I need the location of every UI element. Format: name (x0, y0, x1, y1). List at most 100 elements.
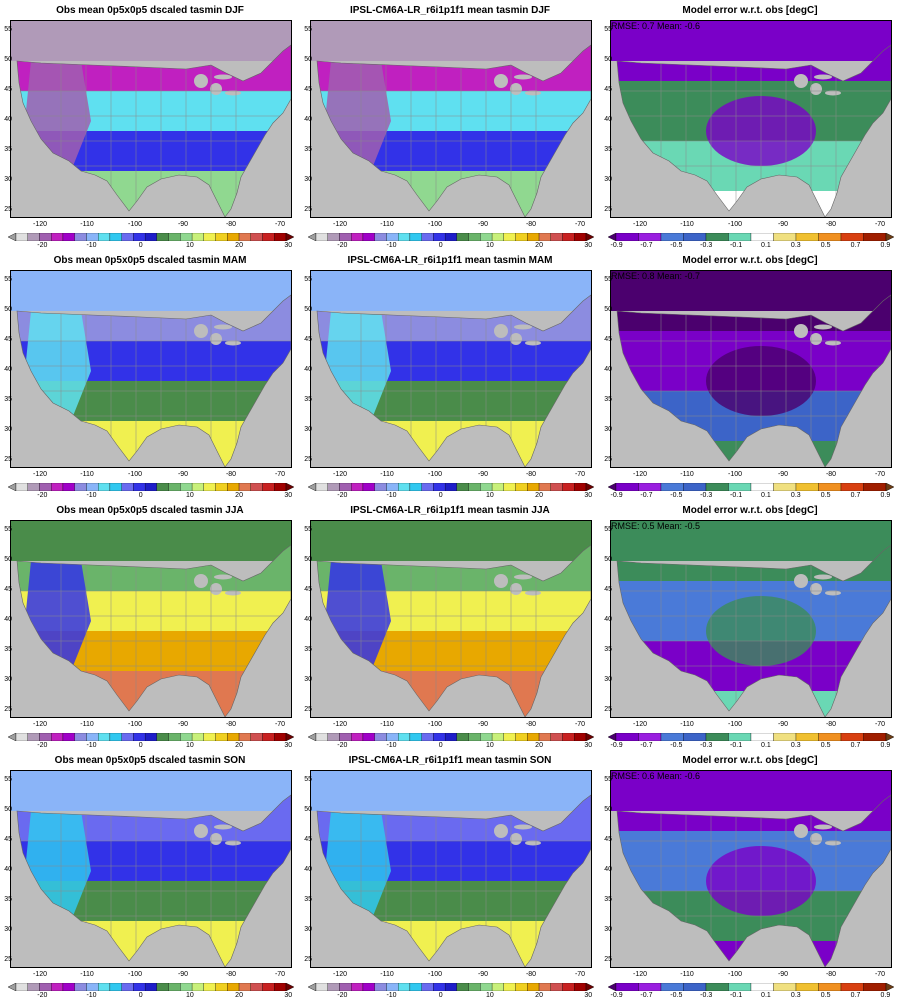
great-lake (494, 324, 508, 338)
latitude-tick: 25 (604, 956, 612, 963)
canada-field (311, 771, 591, 811)
map-area (610, 20, 892, 218)
latitude-tick: 40 (604, 116, 612, 123)
latitude-tick: 55 (4, 776, 12, 783)
panel-title: Model error w.r.t. obs [degC] (682, 755, 818, 766)
colorbar-label: 30 (284, 492, 293, 499)
map-panel: Obs mean 0p5x0p5 dscaled tasmin SON 55 50 4… (0, 750, 300, 1000)
error-stats: RMSE: 0.7 Mean: -0.6 (611, 21, 701, 31)
colorbar-segment (109, 233, 122, 241)
colorbar-segment (386, 233, 399, 241)
colorbar (608, 233, 894, 241)
colorbar-low-arrow (8, 983, 17, 991)
colorbar-segment (133, 733, 146, 741)
longitude-tick: -120 (632, 471, 647, 478)
longitude-tick: -120 (332, 721, 347, 728)
longitude-tick: -70 (574, 471, 586, 478)
colorbar-label: 0.3 (790, 992, 801, 999)
colorbar-segment (615, 483, 639, 491)
colorbar-svg (308, 483, 594, 491)
colorbar-label: -10 (386, 242, 397, 249)
colorbar-label: -10 (386, 992, 397, 999)
colorbar-label: 0.1 (761, 992, 771, 999)
colorbar (608, 483, 894, 491)
great-lake (794, 74, 808, 88)
map-panel: IPSL-CM6A-LR_r6i1p1f1 mean tasmin JJA 55 5… (300, 500, 600, 750)
latitude-tick: 40 (4, 616, 12, 623)
colorbar-segment (156, 983, 169, 991)
colorbar-label: -0.1 (730, 992, 743, 999)
great-lake (510, 333, 522, 345)
colorbar-segment (750, 483, 774, 491)
canada-band (311, 21, 591, 61)
panel-title: Model error w.r.t. obs [degC] (682, 255, 818, 266)
great-lake (194, 574, 208, 588)
error-stats: RMSE: 0.5 Mean: -0.5 (611, 521, 701, 531)
canada-band (611, 21, 891, 61)
colorbar-segment (773, 983, 797, 991)
great-lake (210, 83, 222, 95)
colorbar-segment (468, 483, 481, 491)
latitude-tick: 50 (304, 306, 312, 313)
colorbar-segment (74, 233, 87, 241)
colorbar-label: 30 (584, 742, 593, 749)
colorbar-segment (109, 983, 122, 991)
latitude-tick: 45 (4, 586, 12, 593)
country-border (16, 294, 291, 467)
colorbar-segment (144, 233, 158, 241)
latitude-tick: 45 (304, 586, 312, 593)
colorbar-segment (180, 483, 193, 491)
colorbar-segment (180, 983, 193, 991)
longitude-tick: -90 (777, 721, 789, 728)
colorbar-segment (39, 983, 52, 991)
map-svg (611, 771, 891, 967)
colorbar-segment (444, 233, 458, 241)
colorbar-label: 0.1 (761, 242, 771, 249)
colorbar-label: 10 (485, 992, 494, 999)
latitude-tick: 55 (304, 26, 312, 33)
colorbar-segment (468, 983, 481, 991)
latitude-tick: 35 (304, 146, 312, 153)
colorbar-segment (795, 483, 819, 491)
colorbar-segment (238, 983, 251, 991)
longitude-tick: -120 (632, 971, 647, 978)
longitude-tick: -100 (727, 471, 742, 478)
colorbar-segment (818, 733, 842, 741)
colorbar-segment (421, 483, 434, 491)
latitude-tick: 45 (304, 86, 312, 93)
colorbar-low-arrow (308, 233, 317, 241)
map-panel: IPSL-CM6A-LR_r6i1p1f1 mean tasmin MAM 55 5… (300, 250, 600, 500)
longitude-tick: -100 (127, 221, 142, 228)
longitude-tick: -80 (825, 471, 837, 478)
longitude-tick: -70 (274, 721, 286, 728)
great-lake (225, 840, 241, 846)
colorbar-low-arrow (308, 983, 317, 991)
colorbar-svg (608, 233, 894, 241)
colorbar-segment (683, 483, 707, 491)
longitude-tick: -90 (177, 471, 189, 478)
colorbar-segment (203, 983, 216, 991)
longitude-tick: -110 (680, 471, 694, 478)
canada-band (611, 521, 891, 561)
country-border (616, 44, 891, 217)
colorbar-segment (638, 233, 662, 241)
canada-field (311, 21, 591, 61)
colorbar-label: 10 (485, 492, 494, 499)
latitude-tick: 40 (304, 616, 312, 623)
panel-title: Obs mean 0p5x0p5 dscaled tasmin DJF (56, 5, 244, 16)
colorbar-label: 0.3 (790, 242, 801, 249)
great-lake (510, 83, 522, 95)
map-panel: Obs mean 0p5x0p5 dscaled tasmin JJA 55 50 4… (0, 500, 300, 750)
colorbar-label: -0.3 (700, 492, 713, 499)
latitude-tick: 50 (304, 56, 312, 63)
colorbar-segment (121, 233, 134, 241)
colorbar-label: 20 (235, 492, 243, 499)
colorbar-svg (608, 483, 894, 491)
colorbar-label: 10 (485, 742, 494, 749)
colorbar-label: 0.9 (880, 242, 891, 249)
colorbar-high-arrow (585, 483, 594, 491)
latitude-tick: 40 (604, 866, 612, 873)
longitude-tick: -120 (632, 721, 647, 728)
colorbar-low-arrow (8, 233, 17, 241)
colorbar-segment (315, 483, 328, 491)
